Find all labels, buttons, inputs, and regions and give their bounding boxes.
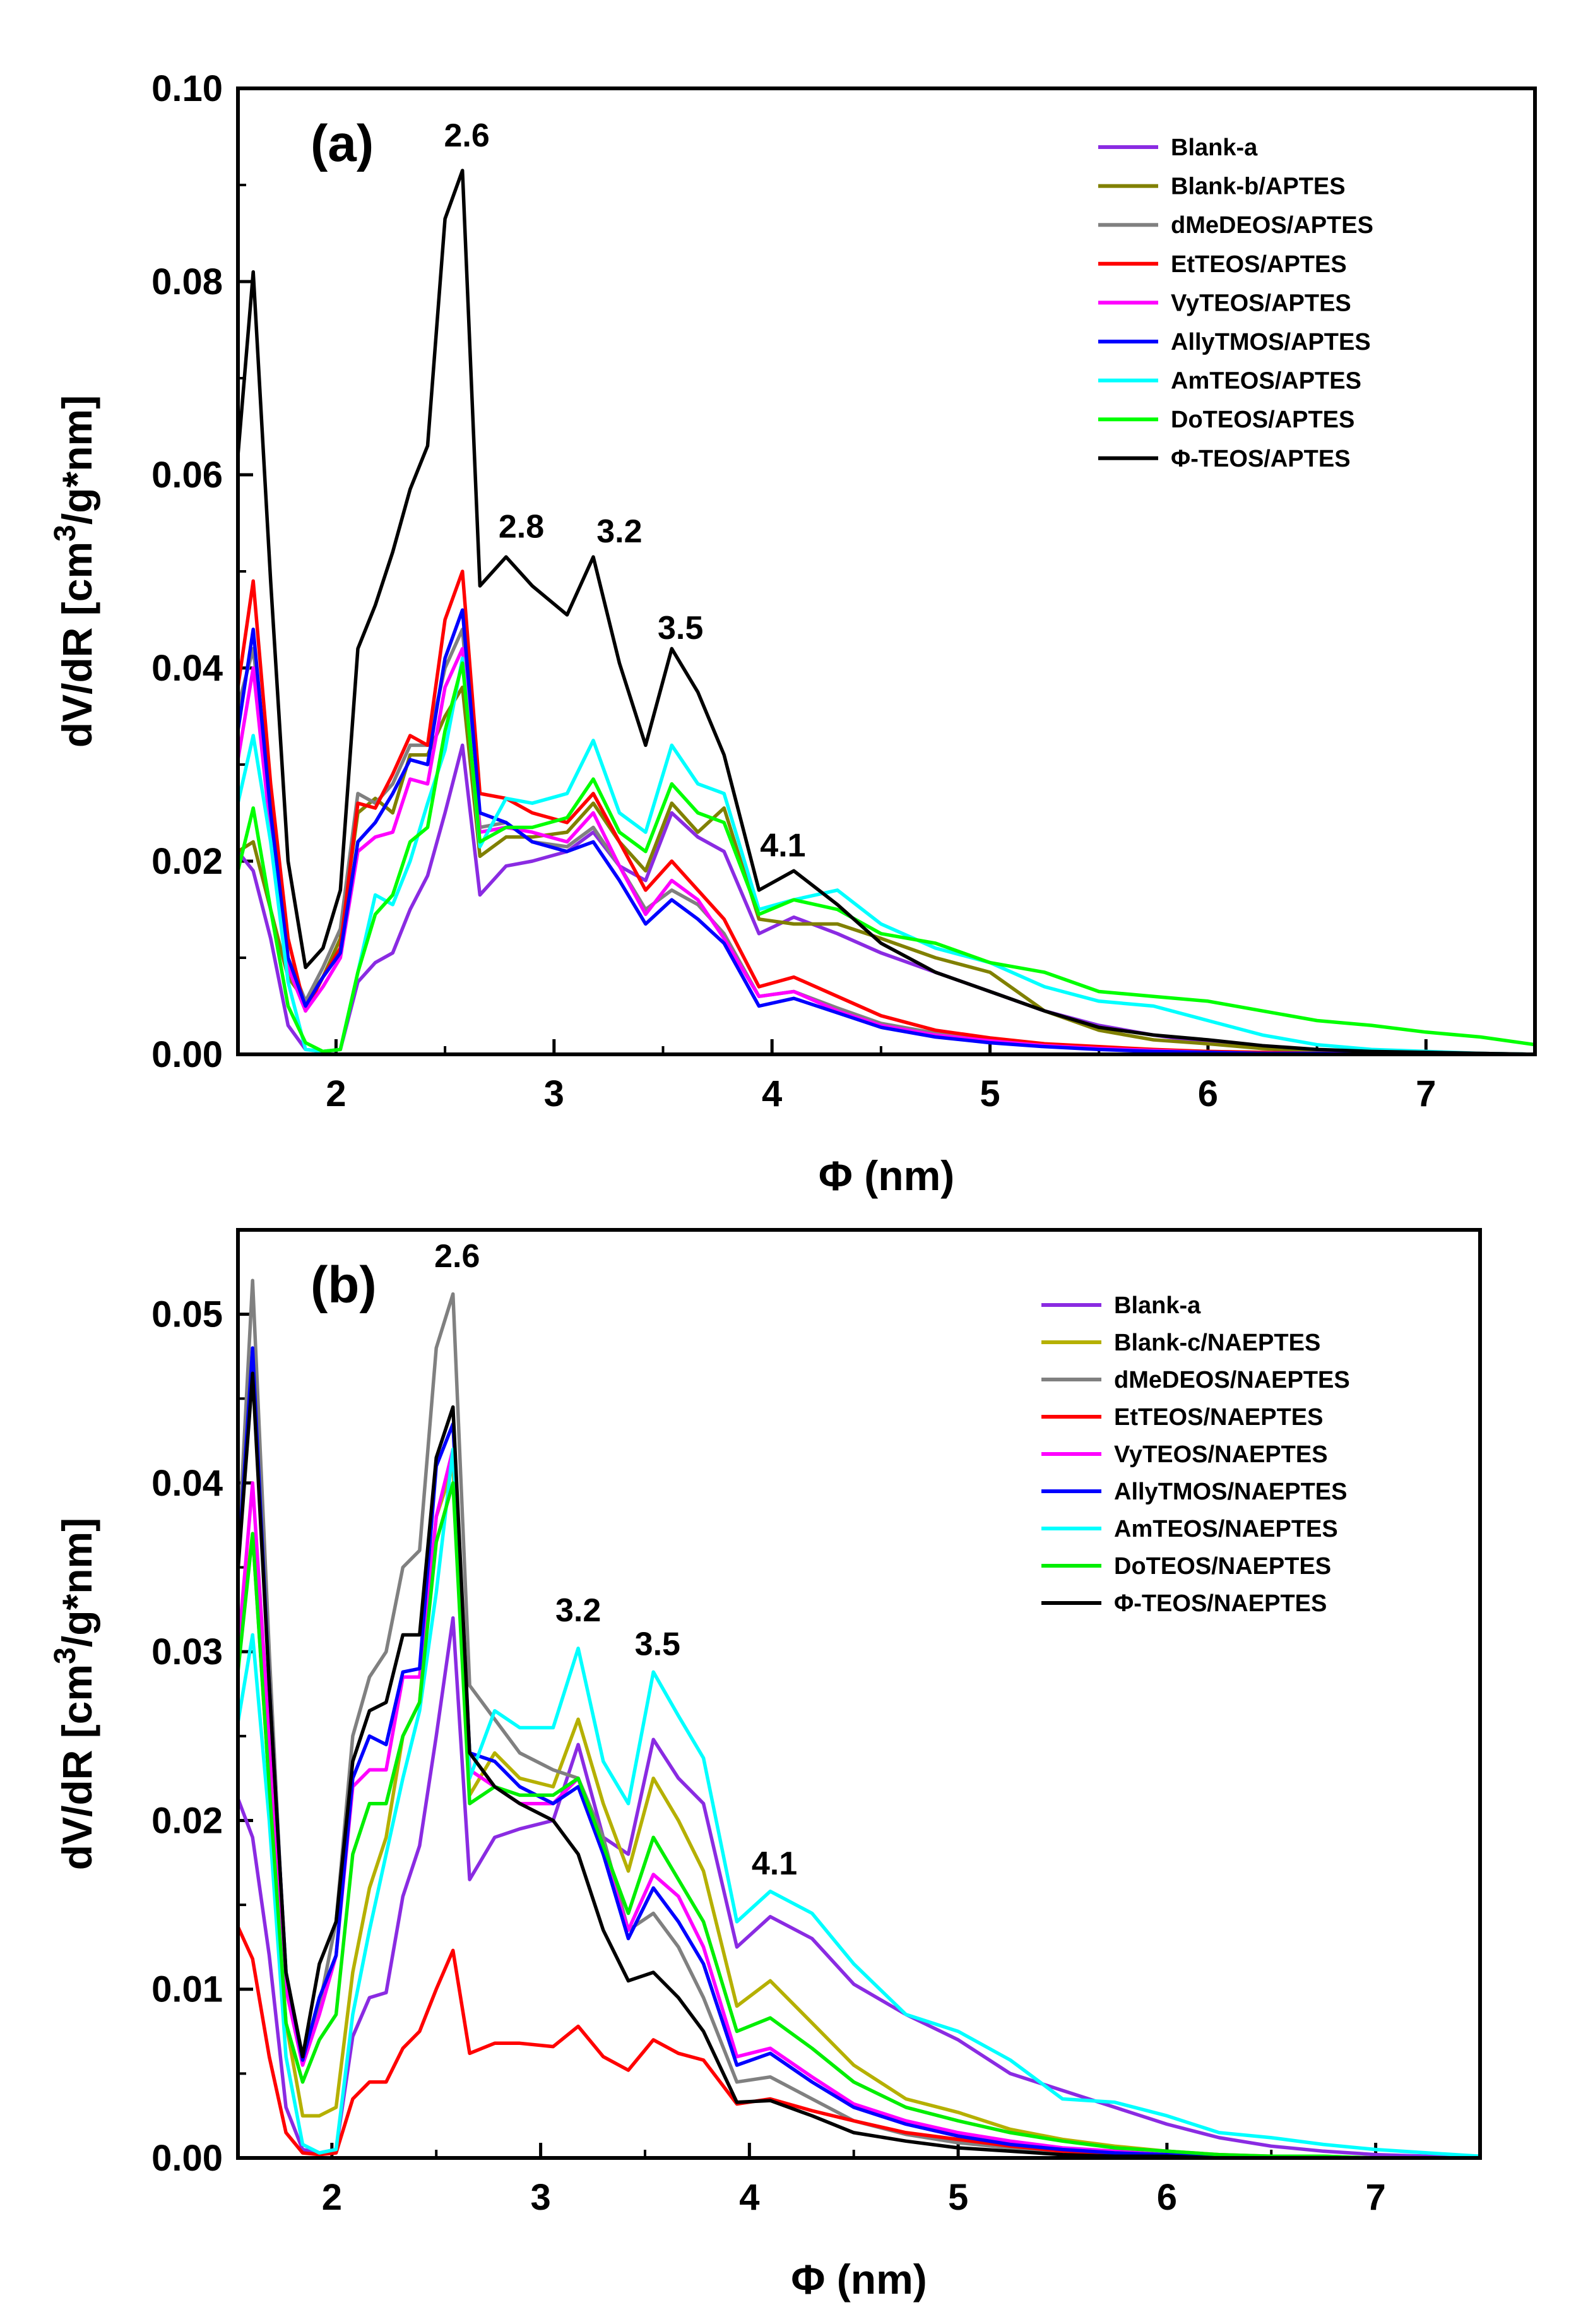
peak-annotation: 2.8 [499, 508, 544, 545]
series-line-6 [238, 608, 1535, 1054]
x-tick-label: 5 [980, 1073, 1000, 1114]
peak-annotation: 3.5 [635, 1626, 680, 1663]
panel-label: (b) [311, 1256, 377, 1314]
legend-label: Blank-c/NAEPTES [1114, 1330, 1320, 1356]
x-tick-label: 6 [1157, 2177, 1177, 2218]
y-axis-title-part: dV/dR [cm [54, 542, 100, 748]
legend-label: Φ-TEOS/NAEPTES [1114, 1590, 1327, 1617]
y-tick-label: 0.08 [151, 261, 223, 302]
legend-label: DoTEOS/APTES [1171, 407, 1354, 433]
legend-label: AmTEOS/APTES [1171, 368, 1361, 395]
x-tick-label: 3 [544, 1073, 564, 1114]
y-axis-title-part: dV/dR [cm [54, 1664, 100, 1870]
peak-annotation: 2.6 [434, 1238, 480, 1275]
y-axis-title-superscript: 3 [49, 525, 82, 542]
y-axis-title: dV/dR [cm3/g*nm] [49, 1518, 100, 1870]
legend-label: AllyTMOS/APTES [1171, 329, 1371, 355]
plot-frame [236, 86, 1537, 1056]
x-tick-label: 4 [762, 1073, 782, 1114]
x-tick-label: 3 [530, 2177, 550, 2218]
panel-a-chart: 0.00 0.02 0.04 0.06 0.08 0.10 2 3 4 5 6 7 (a) 2.6 2.8 3… [49, 68, 1537, 1199]
peak-annotation: 3.2 [596, 513, 642, 550]
series-group [238, 169, 1535, 1054]
peak-annotation: 3.5 [658, 610, 703, 647]
y-tick-label: 0.06 [151, 455, 223, 496]
y-tick-label: 0.10 [151, 68, 223, 109]
y-tick-label: 0.02 [151, 1800, 223, 1841]
legend-label: Blank-a [1114, 1292, 1201, 1319]
y-axis-title: dV/dR [cm3/g*nm] [49, 395, 100, 748]
legend-label: EtTEOS/APTES [1171, 251, 1347, 278]
legend-label: Blank-b/APTES [1171, 174, 1346, 200]
y-tick-label: 0.01 [151, 1969, 223, 2010]
legend-label: AmTEOS/NAEPTES [1114, 1516, 1338, 1542]
y-tick-label: 0.04 [151, 1463, 223, 1504]
y-tick-label: 0.00 [151, 1034, 223, 1075]
x-tick-label: 2 [322, 2177, 342, 2218]
peak-annotation: 3.2 [555, 1592, 601, 1629]
panel-label: (a) [311, 115, 374, 172]
x-tick-label: 5 [948, 2177, 968, 2218]
y-axis-title-part: /g*nm] [54, 395, 100, 525]
legend-label: dMeDEOS/APTES [1171, 212, 1373, 239]
peak-annotation: 2.6 [444, 117, 489, 154]
legend-label: VyTEOS/APTES [1171, 290, 1351, 316]
peak-annotation: 4.1 [752, 1845, 797, 1882]
x-axis-title: Φ (nm) [819, 1152, 954, 1199]
x-axis-title: Φ (nm) [791, 2256, 927, 2303]
x-tick-label: 7 [1416, 1073, 1436, 1114]
legend-label: VyTEOS/NAEPTES [1114, 1441, 1328, 1468]
y-axis-title-part: /g*nm] [54, 1518, 100, 1647]
y-tick-label: 0.03 [151, 1631, 223, 1672]
x-tick-label: 6 [1198, 1073, 1218, 1114]
y-tick-label: 0.05 [151, 1294, 223, 1335]
x-tick-label: 2 [326, 1073, 346, 1114]
y-tick-label: 0.02 [151, 841, 223, 882]
legend-label: dMeDEOS/NAEPTES [1114, 1367, 1350, 1393]
series-line-8 [238, 661, 1535, 1054]
y-tick-label: 0.04 [151, 648, 223, 689]
plot-frame [236, 1228, 1482, 2160]
legend-label: EtTEOS/NAEPTES [1114, 1404, 1324, 1431]
y-tick-label: 0.00 [151, 2138, 223, 2179]
legend-label: AllyTMOS/NAEPTES [1114, 1479, 1348, 1505]
legend-label: DoTEOS/NAEPTES [1114, 1553, 1331, 1580]
panel-b-chart: 0.00 0.01 0.02 0.03 0.04 0.05 2 3 4 5 6 7 (b) 2.6 3.2 3… [49, 1228, 1482, 2303]
series-line-8 [238, 1481, 1480, 2158]
series-line-9 [238, 169, 1535, 1054]
series-line-6 [238, 1346, 1480, 2158]
series-line-7 [238, 1447, 1480, 2158]
x-tick-label: 7 [1365, 2177, 1385, 2218]
y-axis-title-superscript: 3 [49, 1647, 82, 1664]
legend-label: Φ-TEOS/APTES [1171, 446, 1351, 472]
series-group [238, 1278, 1480, 2158]
peak-annotation: 4.1 [760, 827, 805, 864]
legend-label: Blank-a [1171, 134, 1258, 161]
x-tick-label: 4 [739, 2177, 759, 2218]
